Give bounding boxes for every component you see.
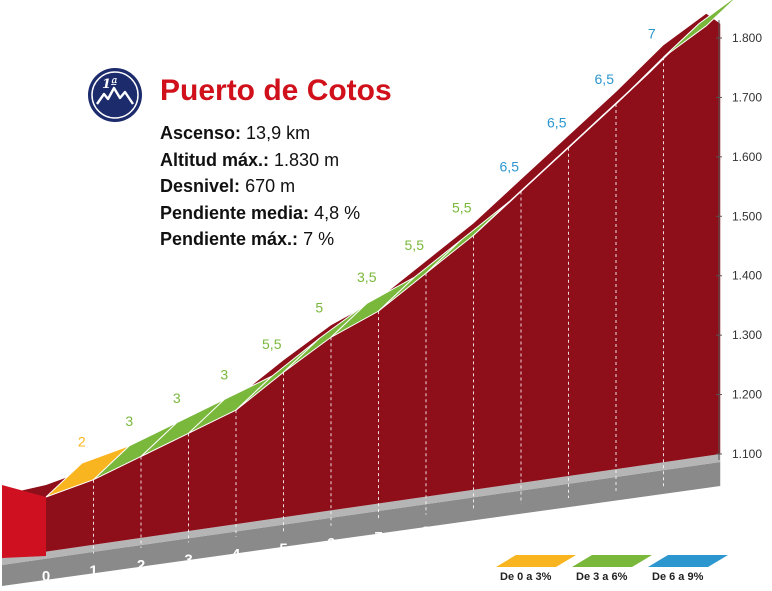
gradient-label-6: 3,5 <box>357 269 377 285</box>
profile-base-slab <box>2 462 721 586</box>
km-label-3: 3 <box>184 551 192 568</box>
km-label-11: 11 <box>561 507 577 524</box>
stat-altitud: Altitud máx.: 1.830 m <box>160 149 340 170</box>
climb-title: Puerto de Cotos <box>160 74 392 107</box>
km-label-5: 5 <box>279 540 287 557</box>
km-label-2: 2 <box>137 557 145 574</box>
gradient-label-2: 3 <box>173 390 181 406</box>
ytick-label-7: 1.800 <box>732 31 762 45</box>
gradient-label-1: 3 <box>125 413 133 429</box>
km-label-12: 12 <box>608 502 625 519</box>
gradient-label-12: 7 <box>648 26 656 42</box>
mountain-icon: 1ª <box>91 71 139 119</box>
stat-pendiente-max: Pendiente máx.: 7 % <box>160 229 335 249</box>
gradient-label-5: 5 <box>315 300 323 316</box>
profile-area <box>2 13 721 558</box>
ytick-label-2: 1.300 <box>732 328 762 342</box>
ytick-label-5: 1.600 <box>732 150 762 164</box>
legend-swatch-1 <box>572 555 652 567</box>
profile-start-face <box>2 485 46 558</box>
gradient-segment-13 <box>663 0 735 58</box>
km-label-1: 1 <box>89 562 97 579</box>
km-label-9: 9 <box>469 518 477 535</box>
km-label-8: 8 <box>422 524 430 541</box>
gradient-label-4: 5,5 <box>262 336 282 352</box>
legend-label-2: De 6 a 9% <box>652 571 704 583</box>
ytick-label-3: 1.400 <box>732 269 762 283</box>
gradient-label-10: 6,5 <box>547 115 567 131</box>
stat-desnivel: Desnivel: 670 m <box>160 176 296 196</box>
gradient-label-3: 3 <box>220 367 228 383</box>
legend-label-1: De 3 a 6% <box>576 571 628 583</box>
stat-ascenso: Ascenso: 13,9 km <box>160 123 311 143</box>
category-badge: 1ª <box>88 68 142 122</box>
km-label-13: 13 <box>655 496 672 513</box>
climb-stats: Ascenso: 13,9 km Altitud máx.: 1.830 m D… <box>160 120 360 253</box>
gradient-label-8: 5,5 <box>452 199 472 215</box>
km-label-10: 10 <box>513 513 530 530</box>
legend-label-0: De 0 a 3% <box>500 571 552 583</box>
km-label-7: 7 <box>374 529 382 546</box>
gradient-label-13: 5 <box>693 0 701 3</box>
km-label-6: 6 <box>327 535 335 552</box>
gradient-label-0: 2 <box>78 433 86 449</box>
km-label-4: 4 <box>232 546 241 563</box>
category-label: 1ª <box>102 77 117 92</box>
km-label-0: 0 <box>42 568 50 585</box>
legend-swatch-2 <box>648 555 728 567</box>
profile-base-top <box>2 454 721 565</box>
gradient-label-11: 6,5 <box>595 71 615 87</box>
stat-pendiente-media: Pendiente media: 4,8 % <box>160 202 361 223</box>
ytick-label-1: 1.200 <box>732 388 762 402</box>
ytick-label-4: 1.500 <box>732 209 762 223</box>
legend-swatch-0 <box>496 555 576 567</box>
gradient-label-7: 5,5 <box>405 237 425 253</box>
ytick-label-0: 1.100 <box>732 447 762 461</box>
gradient-label-9: 6,5 <box>500 158 520 174</box>
ytick-label-6: 1.700 <box>732 90 762 104</box>
